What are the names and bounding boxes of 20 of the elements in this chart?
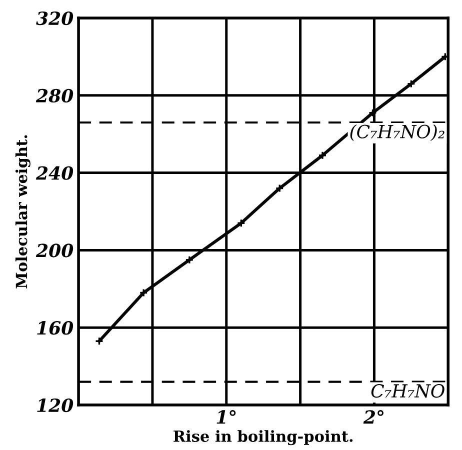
point [368,108,378,118]
point [94,336,104,346]
x-tick-label: 2° [363,410,384,424]
y-tick-label: 200 [36,244,74,258]
point [236,218,246,228]
ref-line-label: (C₇H₇NO)₂ [350,124,444,141]
y-tick-label: 280 [36,88,74,103]
point [318,151,327,160]
y-tick-label: 240 [36,166,74,180]
point [139,288,148,298]
point [185,256,194,264]
point [275,184,284,193]
x-axis-title: Rise in boiling-point. [174,430,353,446]
y-axis-title: Molecular weight. [15,135,30,288]
y-tick-label: 320 [36,11,74,26]
point [406,79,416,88]
x-tick-label: 1° [216,410,236,424]
y-tick-label: 120 [37,398,74,412]
y-tick-label: 160 [37,321,74,335]
ref-line-label: C₇H₇NO [371,384,444,398]
